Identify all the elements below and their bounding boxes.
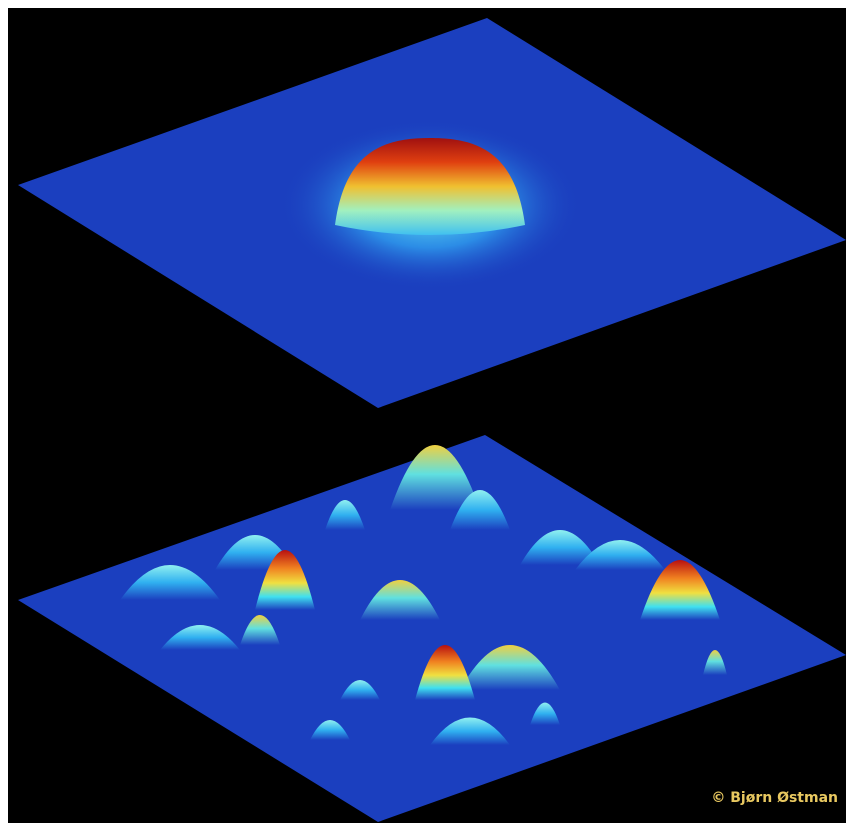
peak bbox=[450, 490, 510, 530]
peak bbox=[240, 615, 280, 645]
peak bbox=[703, 650, 727, 675]
peak bbox=[530, 702, 560, 725]
peak bbox=[340, 680, 380, 700]
peak bbox=[640, 560, 720, 620]
peak bbox=[415, 645, 475, 700]
peak bbox=[575, 540, 665, 570]
peak bbox=[310, 720, 350, 740]
peak bbox=[120, 565, 220, 600]
credit: © Bjørn Østman bbox=[711, 790, 838, 806]
peak bbox=[430, 717, 510, 745]
rugged-plane bbox=[18, 435, 846, 822]
peak bbox=[390, 445, 480, 510]
peak bbox=[160, 625, 240, 650]
peaks bbox=[120, 445, 727, 745]
peak bbox=[520, 530, 600, 565]
peak bbox=[325, 500, 365, 530]
dome-peak bbox=[335, 138, 525, 235]
peak bbox=[460, 645, 560, 690]
peak bbox=[360, 580, 440, 620]
peak bbox=[255, 550, 315, 610]
